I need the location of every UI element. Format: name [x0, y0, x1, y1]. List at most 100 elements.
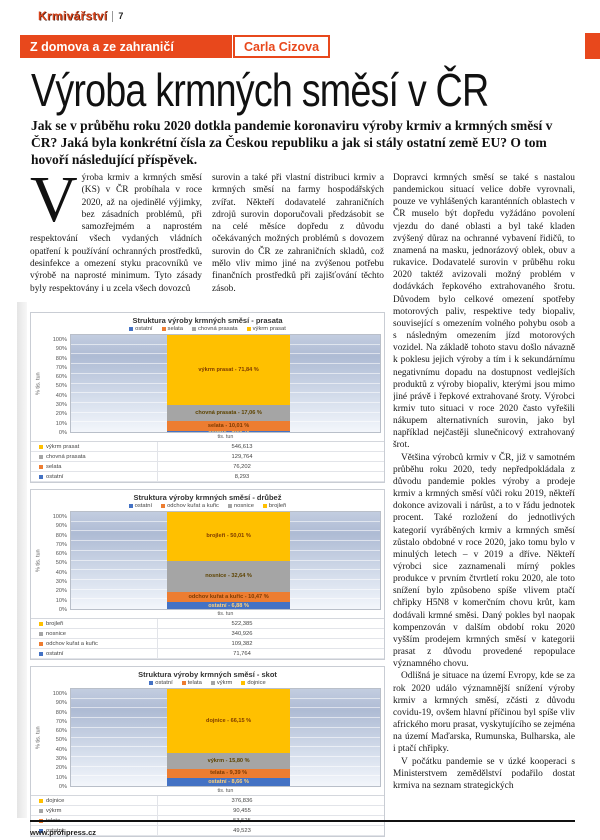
footer-rule	[30, 820, 575, 822]
page-footer: www.profipress.cz	[30, 820, 575, 840]
legend-color-swatch-icon	[39, 454, 43, 459]
y-axis-ticks: 100% 90% 80% 70% 60% 50% 40% 30% 20% 10% 0%	[43, 691, 70, 790]
table-key: dojnice	[31, 796, 158, 805]
charts-stack: Struktura výroby krmných směsí - prasata…	[30, 312, 385, 837]
chart-legend: ostatní odchov kuřat a kuřic nosnice brojle…	[34, 503, 381, 509]
legend-color-swatch-icon	[246, 327, 251, 331]
x-axis-label: tis. tun	[217, 434, 234, 440]
bar-segment-ostatní: ostatní - 6,88 %	[166, 602, 291, 609]
page-number: 7	[118, 11, 124, 21]
segment-value-label: brojleři - 50,01 %	[206, 533, 251, 540]
y-tick-label: 0%	[58, 783, 67, 790]
y-tick-label: 20%	[55, 588, 67, 595]
segment-value-label: výkrm prasat - 71,84 %	[198, 366, 259, 373]
y-tick-label: 90%	[55, 523, 67, 530]
legend-color-swatch-icon	[227, 504, 232, 508]
legend-color-swatch-icon	[241, 681, 246, 685]
author-name: Carla Cizova	[233, 35, 331, 58]
y-tick-label: 100%	[52, 691, 67, 697]
legend-item: telata	[181, 680, 202, 686]
legend-item: selata	[161, 326, 183, 332]
banner-accent-block	[585, 33, 600, 59]
legend-color-swatch-icon	[161, 504, 166, 508]
y-tick-label: 40%	[55, 392, 67, 399]
legend-item: chovná prasata	[192, 326, 238, 332]
legend-color-swatch-icon	[149, 681, 154, 685]
table-key: chovná prasata	[31, 452, 158, 461]
legend-color-swatch-icon	[39, 651, 43, 656]
y-tick-label: 0%	[58, 429, 67, 436]
x-axis-label: tis. tun	[217, 611, 234, 617]
y-tick-label: 50%	[55, 737, 67, 744]
legend-item: brojleři	[262, 503, 287, 509]
y-axis-ticks: 100% 90% 80% 70% 60% 50% 40% 30% 20% 10% 0%	[43, 514, 70, 613]
bar-segment-brojleři: brojleři - 50,01 %	[166, 512, 291, 561]
legend-label: výkrm	[216, 680, 233, 686]
bar-segment-chovná-prasata: chovná prasata - 17,06 %	[166, 404, 291, 422]
legend-label: nosnice	[233, 503, 254, 509]
magazine-logo: Krmivářství	[38, 9, 108, 23]
drop-cap: V	[30, 172, 78, 236]
legend-color-swatch-icon	[39, 444, 43, 449]
legend-color-swatch-icon	[39, 798, 43, 803]
y-tick-label: 100%	[52, 337, 67, 343]
table-key: brojleři	[31, 619, 158, 628]
segment-value-label: ostatní - 1,09 %	[208, 428, 249, 435]
table-key: výkrm prasat	[31, 442, 158, 451]
segment-value-label: výkrm - 15,80 %	[207, 757, 250, 764]
table-value: 76,202	[233, 463, 251, 470]
legend-color-swatch-icon	[39, 641, 43, 646]
chart-title: Struktura výroby krmných směsí - skot	[138, 670, 277, 679]
column-3: Dopravci krmných směsí se také s nastalo…	[393, 172, 575, 818]
legend-item: ostatní	[129, 326, 153, 332]
chart-legend: ostatní selata chovná prasata výkrm prasat	[34, 326, 381, 332]
y-axis-label: % tis. tun	[35, 726, 42, 749]
legend-label: telata	[187, 680, 202, 686]
stacked-bar: ostatní - 1,09 % selata - 10,01 % chovná p…	[166, 335, 291, 435]
legend-label: dojnice	[247, 680, 266, 686]
y-tick-label: 70%	[55, 718, 67, 725]
table-value: 8,293	[234, 473, 250, 480]
y-axis-label: % tis. tun	[35, 549, 42, 572]
plot-area: ostatní - 8,66 % telata - 9,39 % výkrm - 1…	[70, 688, 381, 787]
chart-main: % tis. tun 100% 90% 80% 70% 60% 50% 40% 30% 20% 1…	[34, 334, 381, 436]
table-row: ostatní 71,764	[31, 649, 384, 659]
y-tick-label: 70%	[55, 541, 67, 548]
bar-segment-nosnice: nosnice - 32,64 %	[166, 560, 291, 593]
x-axis-label: tis. tun	[217, 788, 234, 794]
table-key-label: dojnice	[46, 797, 65, 804]
table-value: 129,764	[231, 453, 253, 460]
legend-label: brojleři	[268, 503, 287, 509]
table-row: ostatní 8,293	[31, 472, 384, 482]
legend-item: odchov kuřat a kuřic	[161, 503, 219, 509]
bar-segment-telata: telata - 9,39 %	[166, 768, 291, 778]
table-value: 522,385	[231, 620, 253, 627]
chart-title: Struktura výroby krmných směsí - prasata	[132, 316, 283, 325]
table-key-label: ostatní	[46, 827, 64, 834]
table-key: ostatní	[31, 649, 158, 658]
table-key-label: nosnice	[46, 630, 66, 637]
y-tick-label: 80%	[55, 532, 67, 539]
chart-panel: Struktura výroby krmných směsí - skot os…	[30, 666, 385, 837]
table-key: ostatní	[31, 826, 158, 835]
y-tick-label: 60%	[55, 728, 67, 735]
publisher-url-link[interactable]: www.profipress.cz	[30, 827, 96, 837]
y-tick-label: 30%	[55, 402, 67, 409]
section-banner-row: Z domova a ze zahraničí Carla Cizova	[20, 35, 331, 58]
table-row: nosnice 340,926	[31, 629, 384, 639]
column-2-text: surovin a také při vlastní distribuci kr…	[212, 173, 384, 294]
stacked-bar: ostatní - 8,66 % telata - 9,39 % výkrm - 1…	[166, 689, 291, 786]
y-tick-label: 20%	[55, 765, 67, 772]
legend-item: ostatní	[128, 503, 152, 509]
table-row: výkrm prasat 546,613	[31, 442, 384, 452]
masthead-divider	[112, 10, 114, 22]
table-value: 340,926	[231, 630, 253, 637]
table-key: selata	[31, 462, 158, 471]
y-tick-label: 40%	[55, 569, 67, 576]
column-1-text: ýroba krmiv a krmných směsí (KS) v ČR pr…	[30, 173, 202, 294]
table-key-label: brojleři	[46, 620, 64, 627]
legend-color-swatch-icon	[39, 808, 43, 813]
legend-color-swatch-icon	[262, 504, 267, 508]
